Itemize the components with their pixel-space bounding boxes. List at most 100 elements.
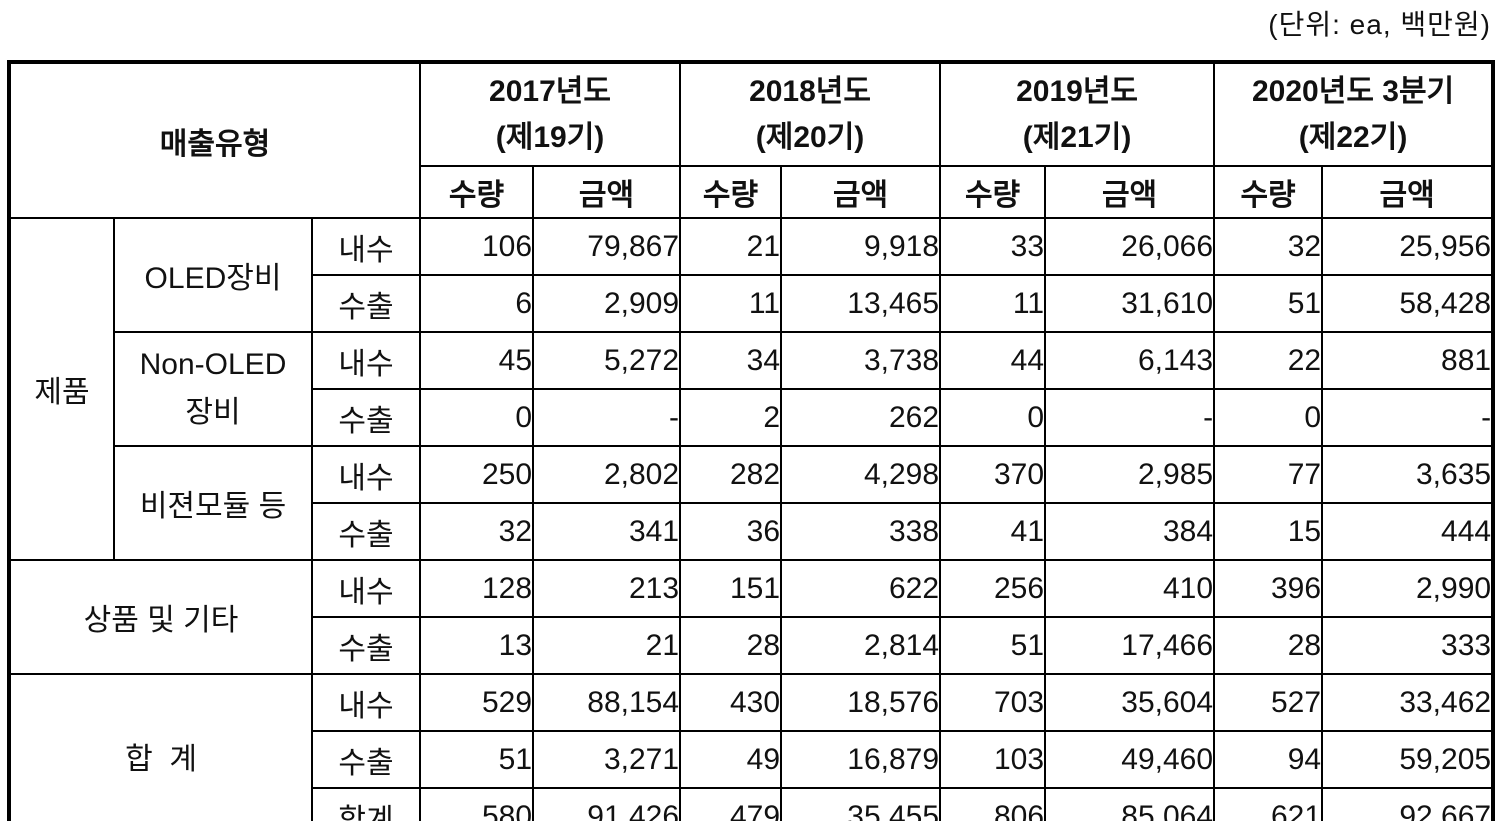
header-row-measures: 수량 금액 수량 금액 수량 금액 수량 금액 <box>9 165 1495 219</box>
group-goods: 상품 및 기타 <box>8 559 313 675</box>
value-cell: 13,465 <box>780 274 942 333</box>
group-oled: OLED장비 <box>113 217 313 333</box>
value-cell: 213 <box>532 559 682 618</box>
value-cell: 479 <box>679 787 783 821</box>
value-cell: 32 <box>419 502 535 561</box>
value-cell: 103 <box>939 730 1047 789</box>
value-cell: 250 <box>419 445 535 504</box>
header-qty: 수량 <box>679 165 783 219</box>
value-cell: 4,298 <box>780 445 942 504</box>
value-cell: 92,667 <box>1321 787 1495 821</box>
header-qty: 수량 <box>419 165 535 219</box>
table-row: 수출 0 - 2 262 0 - 0 - <box>9 388 1495 447</box>
value-cell: 0 <box>1213 388 1324 447</box>
value-cell: 370 <box>939 445 1047 504</box>
value-cell: 0 <box>419 388 535 447</box>
table-row: 비젼모듈 등 내수 250 2,802 282 4,298 370 2,985 … <box>9 445 1495 561</box>
header-term: (제22기) <box>1298 120 1408 154</box>
value-cell: 26,066 <box>1044 217 1216 276</box>
value-cell: 51 <box>419 730 535 789</box>
value-cell: 45 <box>419 331 535 390</box>
header-amount: 금액 <box>1044 165 1216 219</box>
header-year: 2018년도 <box>749 74 872 108</box>
value-cell: 333 <box>1321 616 1495 675</box>
value-cell: 25,956 <box>1321 217 1495 276</box>
group-total: 합 계 <box>8 673 313 821</box>
group-non-oled: Non-OLED 장비 <box>113 331 313 447</box>
unit-note: (단위: ea, 백만원) <box>1268 9 1491 40</box>
value-cell: 31,610 <box>1044 274 1216 333</box>
header-term: (제20기) <box>755 120 865 154</box>
value-cell: - <box>1321 388 1495 447</box>
value-cell: 59,205 <box>1321 730 1495 789</box>
header-period-2019: 2019년도 (제21기) <box>939 61 1216 167</box>
value-cell: 580 <box>419 787 535 821</box>
value-cell: 0 <box>939 388 1047 447</box>
value-cell: 49,460 <box>1044 730 1216 789</box>
value-cell: 51 <box>939 616 1047 675</box>
header-row-periods: 매출유형 2017년도 (제19기) 2018년도 (제20기) 2019년도 … <box>7 61 1495 219</box>
header-term: (제19기) <box>495 120 605 154</box>
value-cell: 256 <box>939 559 1047 618</box>
value-cell: 806 <box>939 787 1047 821</box>
group-vision: 비젼모듈 등 <box>113 445 313 561</box>
value-cell: 3,738 <box>780 331 942 390</box>
header-period-2017: 2017년도 (제19기) <box>419 61 682 167</box>
value-cell: 21 <box>679 217 783 276</box>
value-cell: - <box>532 388 682 447</box>
value-cell: 85,064 <box>1044 787 1216 821</box>
value-cell: 13 <box>419 616 535 675</box>
table-row: 제품 OLED장비 내수 106 79,867 21 9,918 33 26,0… <box>8 217 1495 561</box>
value-cell: 11 <box>679 274 783 333</box>
value-cell: 32 <box>1213 217 1324 276</box>
channel-cell: 수출 <box>310 616 422 675</box>
value-cell: 529 <box>419 673 535 732</box>
group-product: 제품 <box>8 217 115 561</box>
group-non-oled-line2: 장비 <box>185 396 241 429</box>
value-cell: 6 <box>419 274 535 333</box>
channel-cell: 합계 <box>310 787 422 821</box>
value-cell: 11 <box>939 274 1047 333</box>
value-cell: 396 <box>1213 559 1324 618</box>
value-cell: 106 <box>419 217 535 276</box>
channel-cell: 내수 <box>310 217 422 276</box>
header-period-2018: 2018년도 (제20기) <box>679 61 942 167</box>
group-non-oled-line1: Non-OLED <box>139 348 287 381</box>
value-cell: 49 <box>679 730 783 789</box>
table-row: 수출 6 2,909 11 13,465 11 31,610 51 58,428 <box>9 274 1495 333</box>
value-cell: 36 <box>679 502 783 561</box>
value-cell: 3,271 <box>532 730 682 789</box>
table-row: 수출 51 3,271 49 16,879 103 49,460 94 59,2… <box>9 730 1495 789</box>
value-cell: 22 <box>1213 331 1324 390</box>
value-cell: 44 <box>939 331 1047 390</box>
value-cell: 88,154 <box>532 673 682 732</box>
value-cell: 18,576 <box>780 673 942 732</box>
value-cell: 2,990 <box>1321 559 1495 618</box>
value-cell: 444 <box>1321 502 1495 561</box>
sales-by-type-table: 매출유형 2017년도 (제19기) 2018년도 (제20기) 2019년도 … <box>7 60 1496 821</box>
header-period-2020q3: 2020년도 3분기 (제22기) <box>1213 61 1495 167</box>
table-row: Non-OLED 장비 내수 45 5,272 34 3,738 44 6,14… <box>9 331 1495 447</box>
value-cell: 527 <box>1213 673 1324 732</box>
value-cell: 35,604 <box>1044 673 1216 732</box>
value-cell: 17,466 <box>1044 616 1216 675</box>
table-row: 수출 13 21 28 2,814 51 17,466 28 333 <box>9 616 1495 675</box>
value-cell: 151 <box>679 559 783 618</box>
value-cell: 410 <box>1044 559 1216 618</box>
header-amount: 금액 <box>780 165 942 219</box>
value-cell: 33 <box>939 217 1047 276</box>
header-year: 2019년도 <box>1016 74 1139 108</box>
value-cell: 33,462 <box>1321 673 1495 732</box>
value-cell: 2,909 <box>532 274 682 333</box>
value-cell: 2,814 <box>780 616 942 675</box>
channel-cell: 내수 <box>310 445 422 504</box>
value-cell: 3,635 <box>1321 445 1495 504</box>
value-cell: 35,455 <box>780 787 942 821</box>
value-cell: 338 <box>780 502 942 561</box>
channel-cell: 수출 <box>310 274 422 333</box>
value-cell: 34 <box>679 331 783 390</box>
value-cell: 2,802 <box>532 445 682 504</box>
header-qty: 수량 <box>939 165 1047 219</box>
channel-cell: 내수 <box>310 673 422 732</box>
